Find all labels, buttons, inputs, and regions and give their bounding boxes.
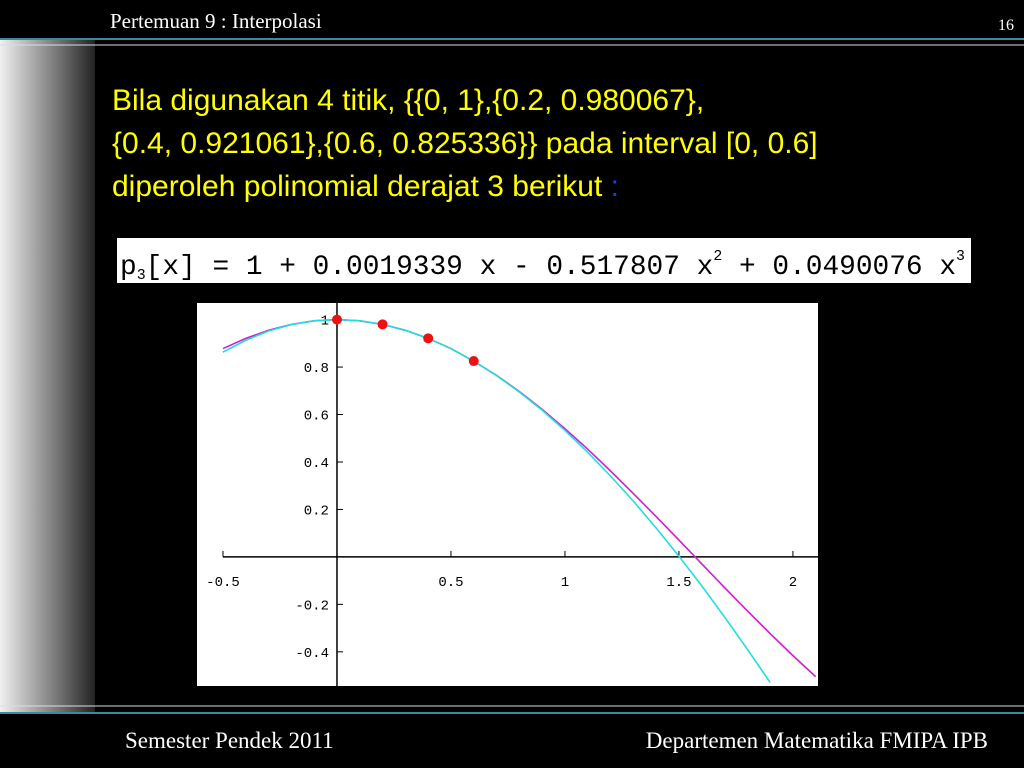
y-tick-label: 0.8 <box>304 361 329 377</box>
side-top <box>0 0 95 40</box>
data-point <box>423 333 434 344</box>
y-tick-label: 0.6 <box>304 409 329 425</box>
formula-sup: 2 <box>713 248 722 265</box>
formula-sup: 3 <box>956 248 965 265</box>
data-point <box>331 314 342 325</box>
body-text: diperoleh polinomial derajat 3 berikut <box>112 170 603 203</box>
x-tick-label: 1 <box>561 575 569 591</box>
y-tick-label: -0.4 <box>295 646 329 662</box>
side-bar <box>0 0 95 768</box>
footer-right: Departemen Matematika FMIPA IPB <box>646 728 988 753</box>
page-number: 16 <box>998 17 1014 34</box>
data-point <box>468 356 479 367</box>
formula-box <box>117 238 971 283</box>
x-tick-label: 2 <box>789 575 797 591</box>
body-line: {0.4, 0.921061},{0.6, 0.825336}} pada in… <box>112 127 818 160</box>
formula: p3[x] = 1 + 0.0019339 x - 0.517807 x2 + … <box>120 248 965 284</box>
formula-sub: 3 <box>137 267 146 284</box>
y-tick-label: 0.4 <box>304 456 329 472</box>
x-tick-label: 1.5 <box>666 575 691 591</box>
y-tick-label: 1 <box>321 314 329 330</box>
plot-area <box>197 303 818 686</box>
series-layer <box>222 314 817 683</box>
data-point <box>377 319 388 330</box>
x-tick-label: -0.5 <box>206 575 240 591</box>
formula-part: + 0.0490076 x <box>722 252 956 283</box>
formula-part: [x] = 1 + 0.0019339 x - 0.517807 x <box>146 252 714 283</box>
curve <box>222 318 771 683</box>
body-line: Bila digunakan 4 titik, {{0, 1},{0.2, 0.… <box>112 84 704 117</box>
formula-part: p <box>120 252 137 283</box>
x-tick-label: 0.5 <box>438 575 463 591</box>
header-title: Pertemuan 9 : Interpolasi <box>110 9 322 33</box>
footer-left: Semester Pendek 2011 <box>125 728 334 753</box>
y-tick-label: -0.2 <box>295 598 329 614</box>
side-bottom <box>0 712 95 768</box>
colon: : <box>611 170 619 203</box>
body-line: diperoleh polinomial derajat 3 berikut : <box>112 170 619 203</box>
plot: -0.5 0.5 1 1.5 2 -0.4 -0.2 0.2 0.4 0.6 0.8 1 <box>206 303 818 686</box>
y-tick-label: 0.2 <box>304 503 329 519</box>
